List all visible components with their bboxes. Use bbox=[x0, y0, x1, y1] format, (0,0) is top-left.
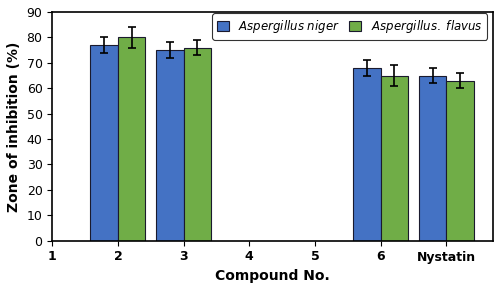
Bar bbox=[184, 48, 211, 241]
Legend: $\it{Aspergillus\ niger}$, $\it{Aspergillus.\ flavus}$: $\it{Aspergillus\ niger}$, $\it{Aspergil… bbox=[212, 13, 487, 40]
Y-axis label: Zone of inhibition (%): Zone of inhibition (%) bbox=[7, 41, 21, 211]
Bar bbox=[90, 45, 118, 241]
Bar bbox=[446, 81, 474, 241]
Bar bbox=[380, 75, 408, 241]
Bar bbox=[418, 75, 446, 241]
X-axis label: Compound No.: Compound No. bbox=[216, 269, 330, 283]
Bar bbox=[118, 37, 146, 241]
Bar bbox=[156, 50, 184, 241]
Bar bbox=[353, 68, 380, 241]
